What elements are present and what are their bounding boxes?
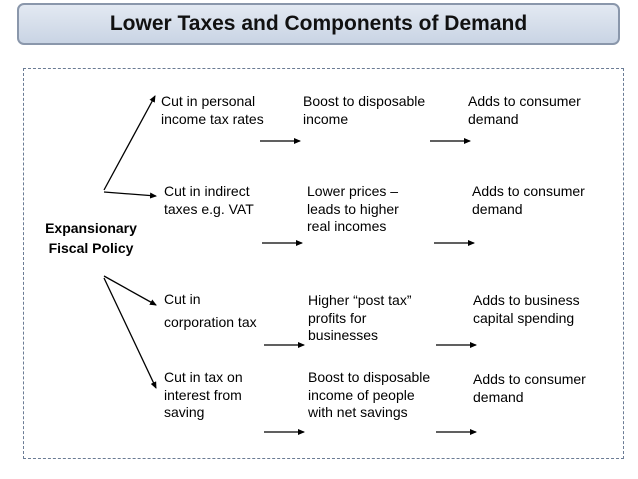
branch-line-corporation-tax <box>103 275 157 306</box>
branch-lines <box>103 95 157 389</box>
outcome-consumer-demand: Adds to consumer demand <box>468 93 581 127</box>
cause-tax-on-saving-interest: Cut in tax on interest from saving <box>164 369 243 420</box>
effect-lower-prices: Lower prices – leads to higher real inco… <box>307 183 399 234</box>
outcome-consumer-demand: Adds to consumer demand <box>472 183 585 217</box>
diagram-title: Lower Taxes and Components of Demand <box>109 12 528 35</box>
outcome-business-capital-spending: Adds to business capital spending <box>473 292 580 326</box>
cause-personal-income-tax: Cut in personal income tax rates <box>161 93 264 127</box>
effect-savers-disposable-income: Boost to disposable income of people wit… <box>308 369 431 420</box>
branch-line-saving-tax <box>103 277 157 389</box>
cause-corporation-tax: Cut in corporation tax <box>164 291 257 330</box>
root-node-label: Expansionary Fiscal Policy <box>45 220 137 256</box>
flow-arrows <box>260 138 477 435</box>
outcome-consumer-demand: Adds to consumer demand <box>473 371 586 405</box>
cause-indirect-tax: Cut in indirect taxes e.g. VAT <box>164 183 254 217</box>
title-banner: Lower Taxes and Components of Demand <box>17 3 620 45</box>
effect-disposable-income: Boost to disposable income <box>303 93 426 127</box>
branch-line-indirect-tax <box>103 191 157 199</box>
branch-line-personal-tax <box>103 95 156 191</box>
diagram-frame <box>23 68 624 459</box>
effect-post-tax-profits: Higher “post tax” profits for businesses <box>308 292 412 343</box>
